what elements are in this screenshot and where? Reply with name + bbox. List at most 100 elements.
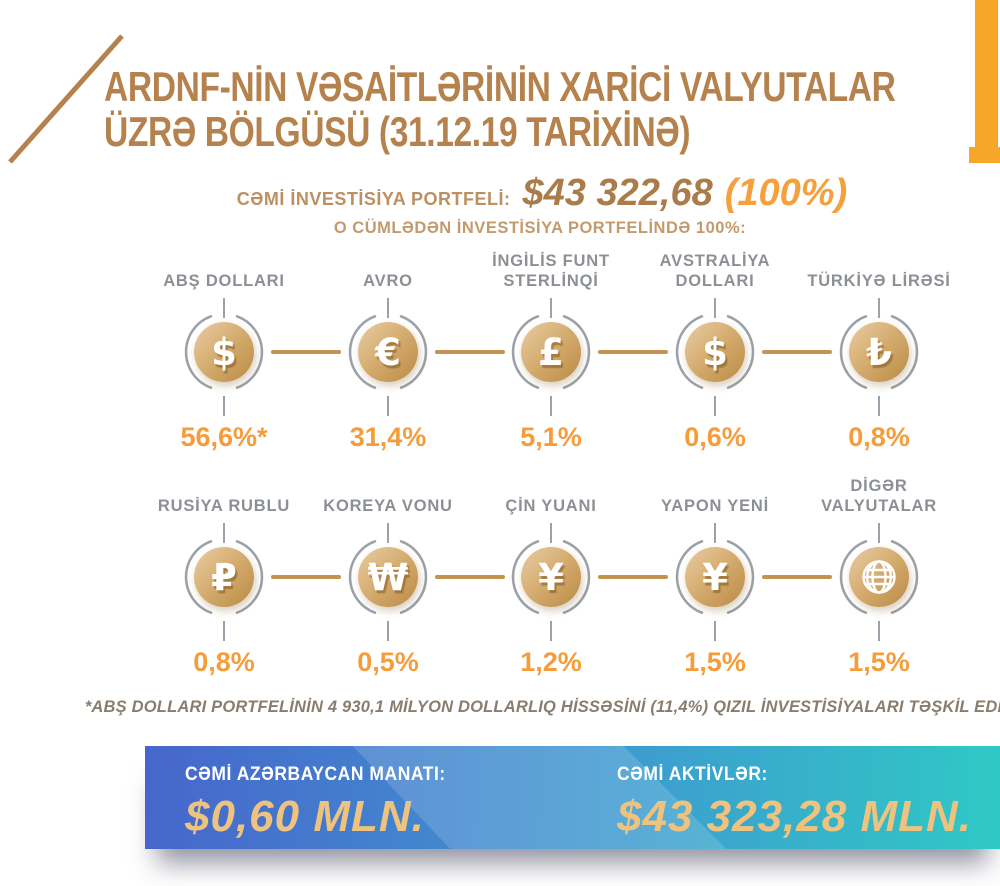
- tick-line: [878, 396, 880, 416]
- connector-line: [271, 575, 341, 579]
- currency-percent: 31,4%: [349, 422, 427, 452]
- tick-line: [223, 621, 225, 641]
- ruble-icon: ₽: [194, 547, 254, 607]
- currency-percent: 0,8%: [193, 647, 255, 677]
- tick-line: [550, 621, 552, 641]
- currency-symbol: ₺: [866, 330, 892, 374]
- tick-line: [714, 523, 716, 543]
- tick-line: [714, 396, 716, 416]
- total-manat-block: CƏMİ AZƏRBAYCAN MANATI: $0,60 MLN.: [185, 764, 468, 842]
- currency-percent: 0,8%: [848, 422, 910, 452]
- currency-label: KOREYA VONU: [323, 497, 453, 516]
- currency-label: TÜRKİYƏ LİRƏSİ: [807, 272, 951, 291]
- page-title-line1: ARDNF-NİN VƏSAİTLƏRİNİN XARİCİ VALYUTALA…: [104, 63, 896, 110]
- tick-line: [878, 298, 880, 318]
- page-title-line2: ÜZRƏ BÖLGÜSÜ (31.12.19 TARİXİNƏ): [104, 108, 691, 155]
- currency-label: AVRO: [363, 272, 413, 291]
- currency-item-jpy: YAPON YENİ ¥ 1,5%: [633, 467, 797, 682]
- total-assets-block: CƏMİ AKTİVLƏR: $43 323,28 MLN.: [617, 764, 972, 842]
- currency-symbol: €: [375, 330, 401, 374]
- connector-line: [762, 575, 832, 579]
- tick-line: [550, 396, 552, 416]
- tick-line: [387, 298, 389, 318]
- coin-ring: [184, 315, 264, 389]
- globe-icon: [862, 560, 896, 594]
- currency-symbol: ₽: [211, 555, 237, 599]
- tick-line: [387, 621, 389, 641]
- total-manat-label: CƏMİ AZƏRBAYCAN MANATI:: [185, 764, 446, 785]
- dollar-icon: $: [685, 322, 745, 382]
- portfolio-summary-label: CƏMİ İNVESTİSİYA PORTFELİ:: [236, 189, 511, 209]
- currency-symbol: £: [538, 330, 564, 374]
- coin-ring: [839, 540, 919, 614]
- currency-symbol: $: [211, 330, 237, 374]
- currency-coin-assembly: €: [348, 312, 428, 392]
- tick-line: [878, 523, 880, 543]
- portfolio-summary-share: (100%): [724, 172, 848, 214]
- currency-coin-assembly: ¥: [675, 537, 755, 617]
- tick-line: [223, 396, 225, 416]
- tick-line: [223, 523, 225, 543]
- coin-ring: [348, 540, 428, 614]
- currency-label: RUSİYA RUBLU: [157, 497, 291, 516]
- coin-ring: [511, 540, 591, 614]
- coin-ring: [839, 315, 919, 389]
- currency-item-cny: ÇİN YUANI ¥ 1,2%: [469, 467, 633, 682]
- portfolio-summary-subline: O CÜMLƏDƏN İNVESTİSİYA PORTFELİNDƏ 100%:: [333, 219, 747, 237]
- currency-item-krw: KOREYA VONU ₩ 0,5%: [306, 467, 470, 682]
- currency-symbol: $: [702, 330, 728, 374]
- connector-line: [271, 350, 341, 354]
- diagonal-accent-line: [8, 34, 124, 164]
- globe-icon: [849, 547, 909, 607]
- page-title: ARDNF-NİN VƏSAİTLƏRİNİN XARİCİ VALYUTALA…: [104, 64, 1000, 154]
- yuan-icon: ¥: [521, 547, 581, 607]
- currency-percent: 5,1%: [520, 422, 582, 452]
- currency-coin-assembly: $: [184, 312, 264, 392]
- currency-coin-assembly: £: [511, 312, 591, 392]
- currency-item-aud: AVSTRALİYA DOLLARI $ 0,6%: [633, 242, 797, 457]
- currency-label: ABŞ DOLLARI: [163, 272, 285, 291]
- connector-line: [598, 575, 668, 579]
- currency-label: AVSTRALİYA DOLLARI: [659, 251, 771, 291]
- tick-line: [714, 298, 716, 318]
- coin-ring: [511, 315, 591, 389]
- currency-label: YAPON YENİ: [661, 497, 769, 516]
- connector-line: [435, 575, 505, 579]
- currency-coin-assembly: ₺: [839, 312, 919, 392]
- connector-line: [435, 350, 505, 354]
- currency-percent: 1,5%: [684, 647, 746, 677]
- currency-item-eur: AVRO € 31,4%: [306, 242, 470, 457]
- dollar-icon: $: [194, 322, 254, 382]
- total-manat-value: $0,60 MLN.: [185, 792, 425, 841]
- yen-icon: ¥: [685, 547, 745, 607]
- currency-symbol: ¥: [538, 555, 564, 599]
- corner-accent-foot: [969, 147, 1000, 163]
- connector-line: [762, 350, 832, 354]
- currency-coin-assembly: ₽: [184, 537, 264, 617]
- totals-bar: CƏMİ AZƏRBAYCAN MANATI: $0,60 MLN. CƏMİ …: [145, 746, 1000, 849]
- currency-item-rub: RUSİYA RUBLU ₽ 0,8%: [142, 467, 306, 682]
- coin-ring: [184, 540, 264, 614]
- portfolio-summary-value: $43 322,68: [522, 172, 713, 214]
- tick-line: [387, 523, 389, 543]
- currency-coin-assembly: [839, 537, 919, 617]
- currency-percent: 0,5%: [357, 647, 419, 677]
- coin-ring: [675, 315, 755, 389]
- total-assets-value: $43 323,28 MLN.: [617, 792, 972, 841]
- currency-percent: 1,2%: [520, 647, 582, 677]
- currency-item-other: DİGƏR VALYUTALAR: [797, 467, 961, 682]
- currency-symbol: ₩: [367, 555, 409, 599]
- tick-line: [550, 298, 552, 318]
- currency-item-gbp: İNGİLİS FUNT STERLİNQİ £ 5,1%: [469, 242, 633, 457]
- connector-line: [598, 350, 668, 354]
- currency-item-try: TÜRKİYƏ LİRƏSİ ₺ 0,8%: [797, 242, 961, 457]
- total-assets-label: CƏMİ AKTİVLƏR:: [617, 764, 768, 785]
- tick-line: [550, 523, 552, 543]
- euro-icon: €: [358, 322, 418, 382]
- gold-footnote: *ABŞ DOLLARI PORTFELİNİN 4 930,1 MİLYON …: [84, 698, 1000, 716]
- currency-label: ÇİN YUANI: [505, 497, 597, 516]
- currency-label: İNGİLİS FUNT STERLİNQİ: [492, 251, 610, 291]
- lira-icon: ₺: [849, 322, 909, 382]
- coin-ring: [675, 540, 755, 614]
